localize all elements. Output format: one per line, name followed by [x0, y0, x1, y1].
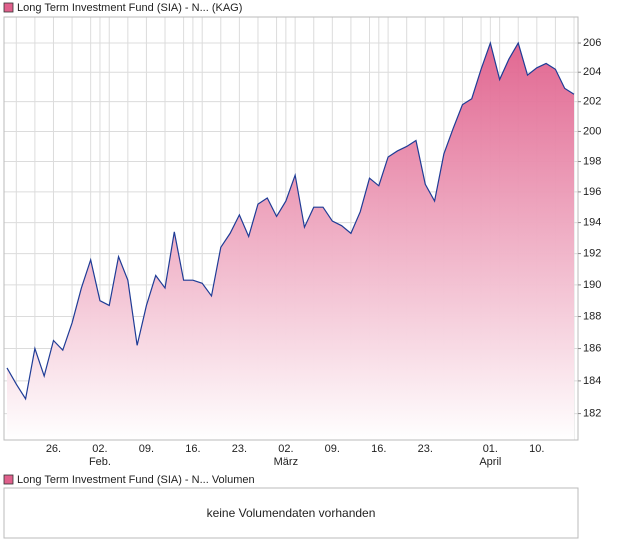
plot-frame: [3, 16, 579, 441]
x-tick-label: 16.: [185, 443, 200, 455]
x-month-label: Feb.: [89, 456, 111, 468]
x-tick-label: 02.: [278, 443, 293, 455]
legend-swatch: [3, 2, 14, 13]
line: [6, 40, 575, 401]
volume-message: keine Volumendaten vorhanden: [207, 506, 376, 520]
x-tick-label: 02.: [92, 443, 107, 455]
y-tick-label: 204: [583, 66, 601, 78]
y-tick-label: 192: [583, 247, 601, 259]
x-month-label: April: [479, 456, 501, 468]
y-tick-label: 194: [583, 216, 601, 228]
x-tick-label: 26.: [46, 443, 61, 455]
x-month-label: März: [274, 456, 298, 468]
y-tick-label: 198: [583, 155, 601, 167]
plot: [6, 40, 575, 440]
y-tick-label: 190: [583, 279, 601, 291]
x-tick-label: 09.: [139, 443, 154, 455]
volume-frame: [3, 487, 579, 539]
legend-swatch: [3, 474, 14, 485]
x-tick-label: 01.: [483, 443, 498, 455]
volume-title: Long Term Investment Fund (SIA) - N... V…: [17, 474, 255, 486]
area: [7, 43, 574, 440]
x-tick-label: 23.: [418, 443, 433, 455]
y-tick-label: 196: [583, 186, 601, 198]
y-tick-label: 186: [583, 342, 601, 354]
chart-title: Long Term Investment Fund (SIA) - N... (…: [17, 2, 242, 14]
y-tick-label: 184: [583, 375, 601, 387]
y-tick-label: 188: [583, 310, 601, 322]
y-tick-label: 202: [583, 96, 601, 108]
x-tick-label: 10.: [529, 443, 544, 455]
y-tick-label: 200: [583, 125, 601, 137]
y-tick-label: 182: [583, 407, 601, 419]
x-tick-label: 09.: [325, 443, 340, 455]
y-tick-label: 206: [583, 37, 601, 49]
x-tick-label: 23.: [232, 443, 247, 455]
x-tick-label: 16.: [371, 443, 386, 455]
